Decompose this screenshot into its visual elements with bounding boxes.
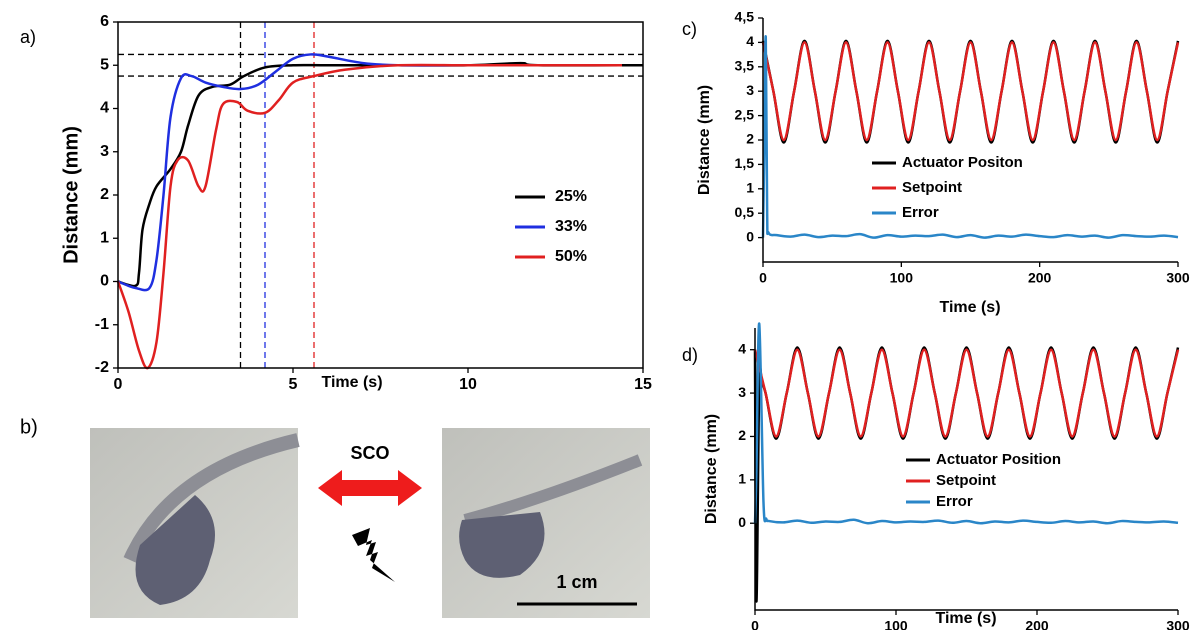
x-axis-title: Time (s) [935, 610, 996, 627]
legend-label: 33% [555, 218, 587, 235]
legend-label: Error [902, 204, 939, 221]
scale-label: 1 cm [556, 572, 597, 592]
y-tick-label: -2 [95, 359, 109, 376]
y-tick-label: 3 [100, 143, 109, 160]
panel-label: b) [20, 416, 38, 438]
x-tick-label: 0 [114, 376, 123, 393]
legend-label: Setpoint [902, 179, 962, 196]
line-series [761, 35, 1179, 239]
x-tick-label: 0 [751, 618, 759, 630]
y-tick-label: 4 [746, 33, 754, 49]
x-tick-label: 100 [890, 270, 914, 286]
photo-actuator [135, 495, 215, 605]
double-arrow [318, 470, 422, 506]
y-tick-label: 0,5 [735, 204, 755, 220]
y-tick-label: 1,5 [735, 155, 755, 171]
legend-label: Error [936, 493, 973, 510]
legend-label: Setpoint [936, 472, 996, 489]
photo-rod [123, 433, 300, 563]
x-tick-label: 15 [634, 376, 652, 393]
y-tick-label: 4,5 [735, 9, 755, 25]
y-tick-label: 2 [738, 427, 746, 443]
y-tick-label: 3,5 [735, 58, 755, 74]
plot-frame [117, 21, 644, 369]
x-axis-title: Time (s) [939, 299, 1000, 316]
panel-label: d) [682, 345, 698, 365]
panel-b: b) SCO 1 cm [20, 416, 650, 618]
y-tick-label: 1 [746, 180, 754, 196]
y-tick-label: 4 [738, 340, 746, 356]
line-series [761, 39, 1180, 144]
y-tick-label: 3 [738, 384, 746, 400]
x-tick-label: 300 [1166, 270, 1190, 286]
y-tick-label: 0 [738, 514, 746, 530]
axes [754, 328, 1178, 611]
y-axis-title: Distance (mm) [696, 85, 713, 195]
x-tick-label: 0 [759, 270, 767, 286]
legend-label: 50% [555, 248, 587, 265]
panel-label: c) [682, 19, 697, 39]
photo-rod [463, 454, 643, 526]
y-tick-label: 0 [746, 228, 754, 244]
legend-label: Actuator Positon [902, 154, 1023, 171]
y-axis-title: Distance (mm) [703, 414, 720, 524]
y-tick-label: 1 [100, 229, 109, 246]
legend-label: Actuator Position [936, 451, 1061, 468]
x-tick-label: 200 [1025, 618, 1049, 630]
x-tick-label: 100 [884, 618, 908, 630]
lightning [352, 528, 395, 582]
y-tick-label: 4 [100, 100, 109, 117]
y-tick-label: 2 [100, 186, 109, 203]
line-series [761, 41, 1180, 142]
y-tick-label: -1 [95, 316, 109, 333]
legend-label: 25% [555, 188, 587, 205]
y-tick-label: 2 [746, 131, 754, 147]
y-tick-label: 1 [738, 471, 746, 487]
y-tick-label: 2,5 [735, 106, 755, 122]
y-tick-label: 0 [100, 273, 109, 290]
x-tick-label: 10 [459, 376, 477, 393]
line-series [116, 63, 622, 370]
photo-actuator [459, 512, 545, 578]
x-axis-title: Time (s) [321, 374, 382, 391]
y-tick-label: 3 [746, 82, 754, 98]
y-axis-title: Distance (mm) [60, 126, 82, 264]
line-series [753, 348, 1180, 438]
arrow-label: SCO [350, 443, 389, 463]
panel-label: a) [20, 27, 36, 47]
y-tick-label: 5 [100, 56, 109, 73]
x-tick-label: 200 [1028, 270, 1052, 286]
y-tick-label: 6 [100, 13, 109, 30]
x-tick-label: 5 [289, 376, 298, 393]
line-series [753, 322, 1179, 525]
x-tick-label: 300 [1166, 618, 1190, 630]
axes [762, 18, 1178, 263]
